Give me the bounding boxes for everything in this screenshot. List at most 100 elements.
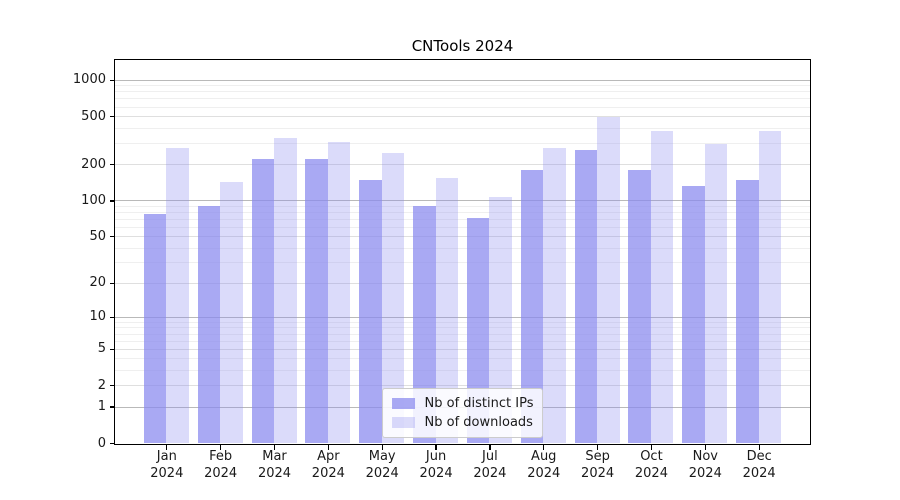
bar-nb-of-downloads-may [381, 152, 405, 443]
bar-nb-of-downloads-oct [650, 130, 674, 443]
x-axis-tick-label: Apr 2024 [311, 449, 345, 481]
legend-label-distinct-ips: Nb of distinct IPs [424, 396, 534, 411]
x-axis-tick [758, 445, 760, 450]
bar-nb-of-distinct-ips-nov [682, 185, 705, 443]
bar-nb-of-distinct-ips-feb [197, 205, 221, 443]
bar-nb-of-downloads-nov [704, 143, 728, 443]
bar-nb-of-distinct-ips-dec [736, 179, 759, 443]
bar-nb-of-distinct-ips-mar [251, 158, 274, 443]
x-axis-tick [543, 445, 545, 450]
legend-swatch-distinct-ips [391, 398, 415, 409]
y-axis-tick [109, 164, 115, 166]
x-axis-tick-label: Mar 2024 [257, 449, 292, 481]
y-axis-tick [109, 442, 115, 445]
gridline [115, 200, 810, 202]
x-axis-tick-label: Jul 2024 [473, 449, 507, 481]
y-axis-tick [109, 282, 115, 285]
bar-nb-of-distinct-ips-sep [574, 150, 598, 443]
y-axis-tick [109, 79, 115, 81]
legend-swatch-downloads [391, 417, 415, 428]
bar-nb-of-distinct-ips-aug [520, 169, 544, 443]
bar-nb-of-downloads-jul [489, 196, 512, 443]
x-axis-tick [166, 445, 168, 450]
x-axis-tick [650, 445, 653, 450]
gridline-minor [115, 205, 810, 207]
x-axis-tick [704, 445, 706, 450]
y-axis-tick-label: 500 [81, 108, 106, 124]
x-axis-tick-label: Jun 2024 [419, 449, 453, 481]
gridline-minor [115, 142, 810, 144]
gridline-minor [115, 358, 810, 360]
y-axis-tick [109, 316, 115, 319]
gridline-minor [115, 247, 810, 249]
legend-item-downloads: Nb of downloads [391, 413, 534, 432]
y-axis-tick-label: 2 [97, 377, 106, 393]
y-axis-tick [109, 348, 115, 350]
gridline-minor [115, 327, 810, 329]
legend: Nb of distinct IPs Nb of downloads [381, 388, 544, 438]
gridline [115, 348, 810, 350]
y-axis-tick-label: 200 [81, 156, 106, 172]
x-axis-tick [435, 445, 437, 450]
gridline-minor [115, 321, 810, 323]
gridline-minor [115, 106, 810, 108]
x-axis-tick-label: Jan 2024 [150, 449, 184, 481]
chart-title: CNTools 2024 [411, 37, 514, 55]
x-axis-tick [327, 445, 330, 450]
y-axis-tick [109, 200, 115, 202]
x-axis-tick-label: May 2024 [365, 449, 399, 481]
x-axis-tick [220, 445, 222, 450]
y-axis-tick-label: 50 [89, 228, 106, 244]
x-axis-tick-label: Nov 2024 [688, 449, 722, 481]
y-axis-tick-label: 10 [89, 309, 106, 325]
y-axis-tick [109, 236, 115, 238]
gridline-minor [115, 91, 810, 93]
x-axis-tick-label: Aug 2024 [527, 449, 561, 481]
y-axis-tick-label: 1 [97, 399, 106, 415]
gridline-minor [115, 333, 810, 335]
gridline-minor [115, 262, 810, 264]
x-axis-tick [489, 445, 491, 450]
gridline-minor [115, 98, 810, 100]
gridline [115, 282, 810, 284]
gridline-minor [115, 226, 810, 228]
bar-nb-of-distinct-ips-oct [628, 169, 651, 443]
gridline [115, 385, 810, 387]
y-axis-tick-label: 1000 [72, 72, 106, 88]
gridline-minor [115, 340, 810, 342]
bar-nb-of-distinct-ips-jan [143, 213, 167, 443]
gridline [115, 116, 810, 118]
bar-nb-of-downloads-jan [166, 148, 189, 443]
plot-area: Nb of distinct IPs Nb of downloads [114, 58, 811, 445]
bar-nb-of-downloads-feb [220, 182, 243, 443]
y-axis-tick-label: 20 [89, 275, 106, 291]
bar-nb-of-downloads-mar [274, 137, 297, 443]
x-axis-tick-label: Dec 2024 [742, 449, 776, 481]
bar-nb-of-distinct-ips-jul [466, 218, 490, 443]
x-axis-tick-label: Sep 2024 [581, 449, 615, 481]
bar-nb-of-downloads-apr [327, 142, 351, 443]
bar-nb-of-distinct-ips-jun [413, 205, 436, 443]
bar-nb-of-downloads-dec [758, 130, 782, 443]
x-axis-tick [273, 445, 276, 450]
gridline-minor [115, 85, 810, 87]
bar-nb-of-distinct-ips-apr [305, 158, 328, 443]
y-axis-tick-label: 0 [97, 435, 106, 451]
gridline-minor [115, 211, 810, 213]
legend-item-distinct-ips: Nb of distinct IPs [391, 394, 534, 413]
bar-nb-of-downloads-aug [543, 148, 566, 443]
gridline-minor [115, 127, 810, 129]
gridline-minor [115, 370, 810, 372]
y-axis-tick-label: 100 [81, 192, 106, 208]
gridline [115, 79, 810, 81]
x-axis-tick [381, 445, 383, 450]
gridline [115, 164, 810, 166]
y-axis-tick [109, 406, 115, 408]
x-axis-tick-label: Feb 2024 [204, 449, 238, 481]
bar-nb-of-downloads-sep [597, 117, 620, 443]
y-axis-tick [109, 116, 115, 118]
y-axis-tick [109, 385, 115, 387]
gridline-minor [115, 218, 810, 220]
y-axis-tick-label: 5 [97, 341, 106, 357]
